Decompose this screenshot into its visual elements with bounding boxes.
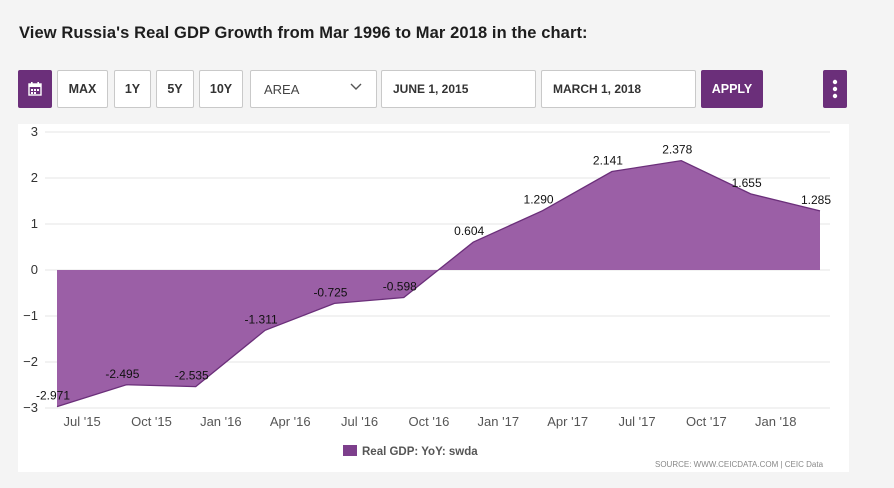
x-tick-label: Apr '17: [547, 414, 588, 429]
data-point[interactable]: [610, 170, 614, 174]
x-tick-label: Jan '16: [200, 414, 242, 429]
chart-type-select[interactable]: AREA: [250, 70, 377, 108]
data-label: 2.378: [662, 143, 692, 157]
data-label: -2.971: [36, 389, 70, 403]
data-point[interactable]: [124, 383, 128, 387]
data-label: -0.725: [313, 285, 347, 299]
data-point[interactable]: [679, 159, 683, 163]
x-tick-label: Oct '16: [409, 414, 450, 429]
data-label: 2.141: [593, 154, 623, 168]
y-tick-label: 2: [31, 170, 38, 185]
data-point[interactable]: [749, 192, 753, 196]
data-point[interactable]: [541, 209, 545, 213]
chevron-down-icon: [350, 83, 362, 90]
data-point[interactable]: [402, 296, 406, 300]
page-title: View Russia's Real GDP Growth from Mar 1…: [19, 24, 588, 42]
y-tick-label: 1: [31, 216, 38, 231]
more-vertical-icon: [832, 79, 838, 99]
x-tick-label: Apr '16: [270, 414, 311, 429]
data-label: -1.311: [245, 312, 278, 326]
range-max-button[interactable]: MAX: [57, 70, 108, 108]
x-tick-label: Jan '18: [755, 414, 797, 429]
range-5y-button[interactable]: 5Y: [156, 70, 194, 108]
series-area[interactable]: [57, 160, 820, 407]
data-label: -0.598: [383, 280, 417, 294]
data-label: 1.285: [801, 193, 831, 207]
y-tick-label: 0: [31, 262, 38, 277]
legend-label[interactable]: Real GDP: YoY: swda: [362, 446, 478, 458]
data-point[interactable]: [332, 301, 336, 305]
apply-button[interactable]: APPLY: [701, 70, 763, 108]
calendar-icon: [28, 82, 42, 96]
range-10y-button[interactable]: 10Y: [199, 70, 243, 108]
more-options-button[interactable]: [823, 70, 847, 108]
series-line: [56, 159, 821, 408]
x-tick-label: Jan '17: [478, 414, 520, 429]
calendar-button[interactable]: [18, 70, 52, 108]
y-tick-label: −3: [23, 400, 38, 415]
data-point[interactable]: [194, 385, 198, 389]
data-point[interactable]: [818, 209, 822, 213]
data-label: 1.655: [732, 176, 762, 190]
source-note: SOURCE: WWW.CEICDATA.COM | CEIC Data: [655, 460, 824, 469]
x-tick-label: Oct '17: [686, 414, 727, 429]
data-label: -2.535: [175, 369, 209, 383]
data-label: 1.290: [524, 193, 554, 207]
start-date-input[interactable]: JUNE 1, 2015: [381, 70, 536, 108]
y-tick-label: −2: [23, 354, 38, 369]
data-point[interactable]: [263, 328, 267, 332]
data-point[interactable]: [55, 405, 59, 409]
chart-type-value: AREA: [264, 81, 300, 97]
range-1y-button[interactable]: 1Y: [114, 70, 151, 108]
y-tick-label: 3: [31, 124, 38, 139]
legend-swatch[interactable]: [343, 445, 357, 456]
x-tick-label: Jul '17: [618, 414, 655, 429]
x-tick-label: Oct '15: [131, 414, 172, 429]
data-point[interactable]: [471, 240, 475, 244]
x-tick-label: Jul '15: [64, 414, 101, 429]
data-label: -2.495: [105, 367, 139, 381]
y-tick-label: −1: [23, 308, 38, 323]
end-date-input[interactable]: MARCH 1, 2018: [541, 70, 696, 108]
data-label: 0.604: [454, 224, 484, 238]
x-tick-label: Jul '16: [341, 414, 378, 429]
